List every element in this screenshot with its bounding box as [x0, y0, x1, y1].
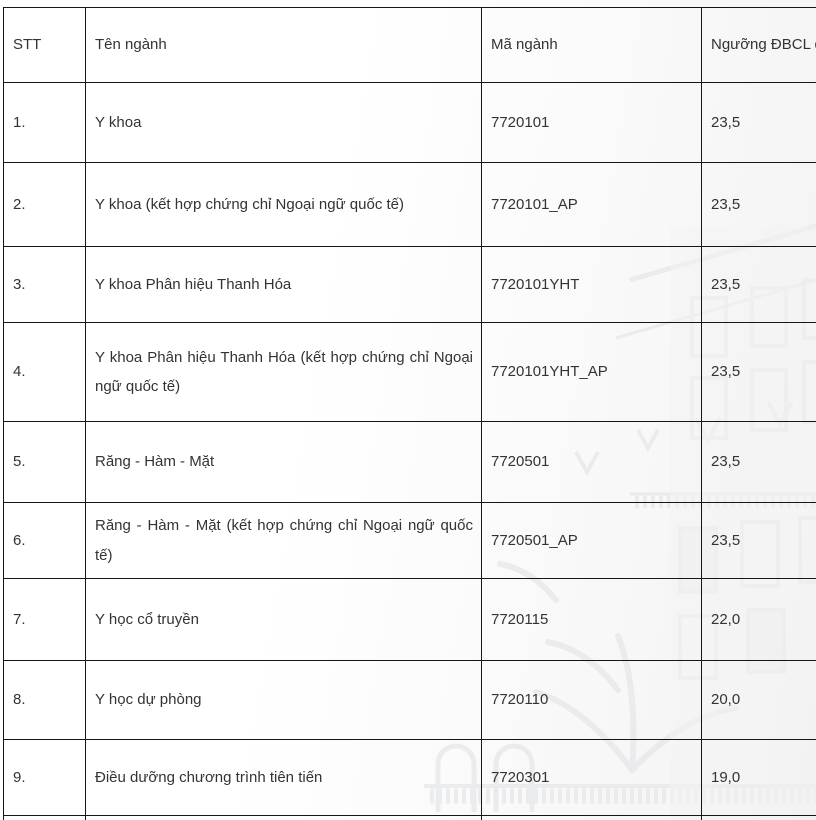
column-header-nguong-dbcl: Ngưỡng ĐBCL đầu vào [701, 7, 816, 83]
cell-stt: 6. [3, 502, 86, 579]
table-header-row: STT Tên ngành Mã ngành Ngưỡng ĐBCL đầu v… [3, 7, 816, 83]
cell-stt: 1. [3, 82, 86, 163]
cell-nguong [701, 815, 816, 820]
cell-ma-nganh: 7720110 [481, 660, 702, 740]
cell-ma-nganh: 7720101YHT_AP [481, 322, 702, 422]
table-row: 6. Răng - Hàm - Mặt (kết hợp chứng chỉ Ng… [3, 502, 816, 579]
cell-stt: 5. [3, 421, 86, 503]
cell-nguong: 23,5 [701, 162, 816, 247]
cell-ten-nganh: Răng - Hàm - Mặt [85, 421, 482, 503]
cell-stt: 9. [3, 739, 86, 816]
table-row-partial [3, 815, 816, 820]
admission-threshold-table: STT Tên ngành Mã ngành Ngưỡng ĐBCL đầu v… [3, 7, 816, 820]
cell-nguong: 23,5 [701, 322, 816, 422]
cell-ten-nganh: Răng - Hàm - Mặt (kết hợp chứng chỉ Ngoạ… [85, 502, 482, 579]
cell-ma-nganh: 7720501_AP [481, 502, 702, 579]
cell-nguong: 23,5 [701, 82, 816, 163]
table-row: 8. Y học dự phòng 7720110 20,0 [3, 660, 816, 740]
cell-nguong: 22,0 [701, 578, 816, 661]
cell-nguong: 23,5 [701, 421, 816, 503]
column-header-ma-nganh: Mã ngành [481, 7, 702, 83]
cell-stt: 4. [3, 322, 86, 422]
cell-stt: 7. [3, 578, 86, 661]
cell-nguong: 19,0 [701, 739, 816, 816]
cell-stt: 3. [3, 246, 86, 323]
table-row: 3. Y khoa Phân hiệu Thanh Hóa 7720101YHT 23… [3, 246, 816, 323]
cell-ten-nganh: Y khoa Phân hiệu Thanh Hóa [85, 246, 482, 323]
cell-ma-nganh: 7720101YHT [481, 246, 702, 323]
cell-ma-nganh: 7720101 [481, 82, 702, 163]
cell-ma-nganh: 7720101_AP [481, 162, 702, 247]
cell-ten-nganh [85, 815, 482, 820]
cell-nguong: 20,0 [701, 660, 816, 740]
table-body: 1. Y khoa 7720101 23,5 2. Y khoa (kết hợp chứ… [3, 82, 816, 816]
cell-ten-nganh: Y học cổ truyền [85, 578, 482, 661]
table-row: 9. Điều dưỡng chương trình tiên tiến 77203… [3, 739, 816, 816]
table-row: 1. Y khoa 7720101 23,5 [3, 82, 816, 163]
cell-ten-nganh: Y khoa [85, 82, 482, 163]
cell-ten-nganh: Điều dưỡng chương trình tiên tiến [85, 739, 482, 816]
cell-ten-nganh: Y khoa (kết hợp chứng chỉ Ngoại ngữ quốc… [85, 162, 482, 247]
cell-nguong: 23,5 [701, 246, 816, 323]
cell-ma-nganh: 7720501 [481, 421, 702, 503]
cell-nguong: 23,5 [701, 502, 816, 579]
cell-ten-nganh: Y học dự phòng [85, 660, 482, 740]
cell-ma-nganh [481, 815, 702, 820]
table-row: 2. Y khoa (kết hợp chứng chỉ Ngoại ngữ qu… [3, 162, 816, 247]
cell-stt: 8. [3, 660, 86, 740]
column-header-ten-nganh: Tên ngành [85, 7, 482, 83]
cell-ten-nganh: Y khoa Phân hiệu Thanh Hóa (kết hợp chứn… [85, 322, 482, 422]
table-row: 5. Răng - Hàm - Mặt 7720501 23,5 [3, 421, 816, 503]
cell-stt: 2. [3, 162, 86, 247]
table-row: 7. Y học cổ truyền 7720115 22,0 [3, 578, 816, 661]
column-header-stt: STT [3, 7, 86, 83]
cell-stt [3, 815, 86, 820]
table-row: 4. Y khoa Phân hiệu Thanh Hóa (kết hợp ch… [3, 322, 816, 422]
cell-ma-nganh: 7720115 [481, 578, 702, 661]
cell-ma-nganh: 7720301 [481, 739, 702, 816]
